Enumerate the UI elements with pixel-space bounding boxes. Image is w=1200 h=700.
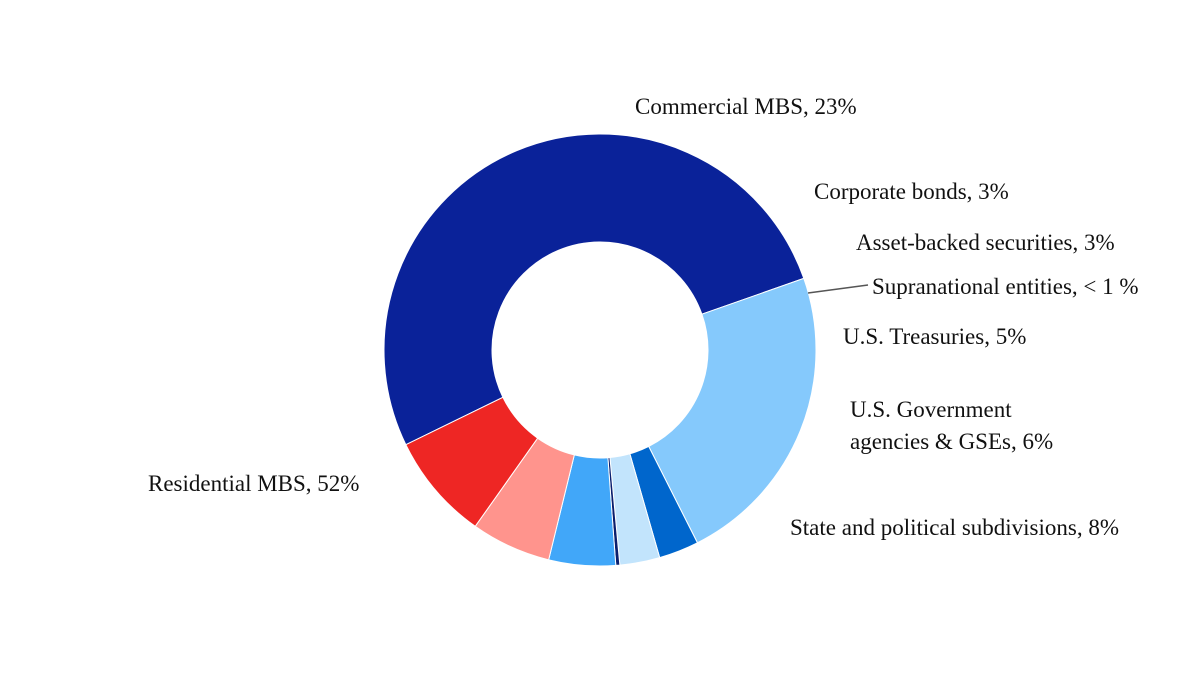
leader-line-supranational-entities	[807, 284, 869, 294]
label-commercial-mbs: Commercial MBS, 23%	[635, 94, 857, 119]
label-u-s-government-agencies-and-gses-line-1: U.S. Government	[850, 397, 1012, 422]
label-residential-mbs: Residential MBS, 52%	[148, 471, 359, 496]
slice-residential-mbs	[383, 133, 805, 446]
slices-layer	[383, 133, 817, 567]
label-state-and-political-subdivisions: State and political subdivisions, 8%	[790, 515, 1119, 540]
label-asset-backed-securities: Asset-backed securities, 3%	[856, 230, 1115, 255]
label-u-s-treasuries: U.S. Treasuries, 5%	[843, 324, 1026, 349]
labels-layer: Residential MBS, 52% Commercial MBS, 23% C…	[148, 94, 1139, 540]
label-corporate-bonds: Corporate bonds, 3%	[814, 179, 1009, 204]
slice-commercial-mbs	[648, 277, 817, 544]
slice-state-and-political-subdivisions	[405, 396, 539, 528]
label-u-s-government-agencies-and-gses-line-2: agencies & GSEs, 6%	[850, 429, 1053, 454]
label-supranational-entities: Supranational entities, < 1 %	[872, 274, 1139, 299]
